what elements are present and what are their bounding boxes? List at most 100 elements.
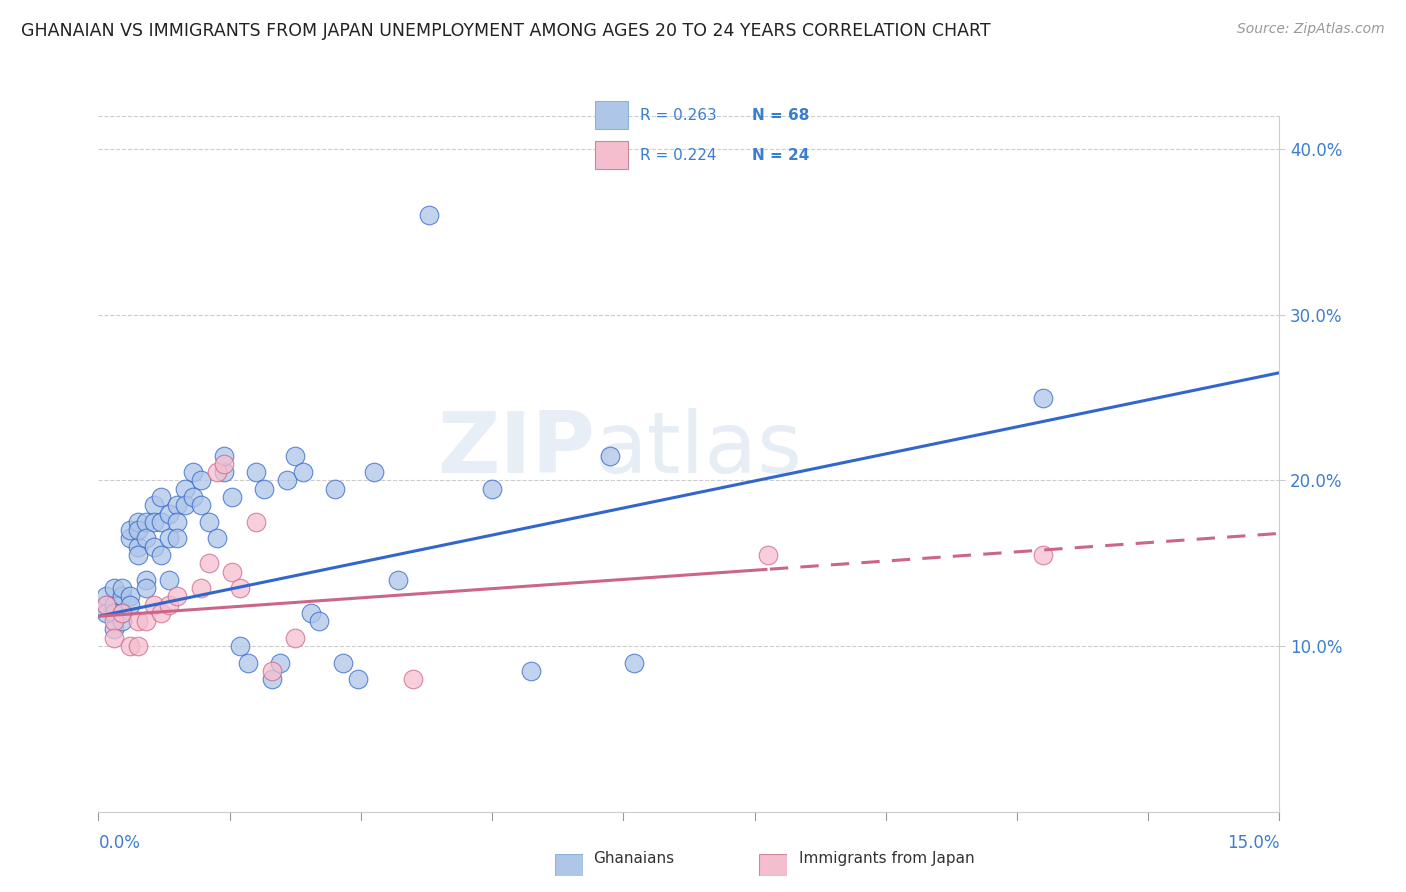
- Point: [1032, 548, 1054, 562]
- Text: R = 0.224: R = 0.224: [640, 148, 716, 162]
- Point: [323, 482, 346, 496]
- Point: [332, 656, 354, 670]
- Point: [103, 606, 125, 620]
- Point: [520, 664, 543, 678]
- Point: [197, 515, 219, 529]
- Point: [111, 606, 134, 620]
- Point: [111, 614, 134, 628]
- Point: [269, 656, 291, 670]
- Point: [190, 581, 212, 595]
- Point: [150, 548, 173, 562]
- Point: [127, 639, 149, 653]
- Text: N = 68: N = 68: [752, 108, 810, 122]
- Point: [157, 598, 180, 612]
- Text: ZIP: ZIP: [437, 409, 595, 491]
- FancyBboxPatch shape: [555, 854, 583, 876]
- Point: [127, 548, 149, 562]
- Point: [214, 449, 236, 463]
- FancyBboxPatch shape: [595, 141, 628, 169]
- Point: [142, 498, 165, 512]
- FancyBboxPatch shape: [595, 101, 628, 129]
- Point: [190, 474, 212, 488]
- Point: [157, 532, 180, 546]
- Text: Source: ZipAtlas.com: Source: ZipAtlas.com: [1237, 22, 1385, 37]
- Point: [96, 590, 118, 604]
- Point: [236, 656, 259, 670]
- Text: 15.0%: 15.0%: [1227, 834, 1279, 852]
- Point: [221, 490, 243, 504]
- Point: [197, 556, 219, 570]
- Text: N = 24: N = 24: [752, 148, 810, 162]
- Point: [292, 465, 315, 479]
- Point: [150, 490, 173, 504]
- Point: [387, 573, 409, 587]
- Point: [135, 581, 157, 595]
- Point: [166, 590, 188, 604]
- Point: [127, 540, 149, 554]
- Point: [103, 598, 125, 612]
- Point: [253, 482, 276, 496]
- Point: [103, 623, 125, 637]
- Point: [229, 581, 252, 595]
- Point: [127, 614, 149, 628]
- Point: [118, 532, 141, 546]
- Point: [96, 606, 118, 620]
- Text: atlas: atlas: [595, 409, 803, 491]
- Point: [181, 490, 204, 504]
- Point: [205, 532, 228, 546]
- Point: [190, 498, 212, 512]
- Point: [363, 465, 385, 479]
- Point: [135, 614, 157, 628]
- Point: [174, 498, 197, 512]
- Point: [103, 631, 125, 645]
- Point: [118, 590, 141, 604]
- Point: [166, 498, 188, 512]
- Point: [157, 573, 180, 587]
- Point: [118, 639, 141, 653]
- Point: [481, 482, 503, 496]
- Text: 0.0%: 0.0%: [98, 834, 141, 852]
- Point: [96, 598, 118, 612]
- FancyBboxPatch shape: [759, 854, 787, 876]
- Point: [221, 565, 243, 579]
- Point: [111, 606, 134, 620]
- Point: [284, 449, 307, 463]
- Point: [599, 449, 621, 463]
- Point: [127, 523, 149, 537]
- Text: Immigrants from Japan: Immigrants from Japan: [799, 851, 974, 865]
- Point: [103, 581, 125, 595]
- Point: [118, 598, 141, 612]
- Point: [245, 465, 267, 479]
- Text: R = 0.263: R = 0.263: [640, 108, 717, 122]
- Point: [135, 532, 157, 546]
- Point: [111, 590, 134, 604]
- Point: [276, 474, 298, 488]
- Point: [1032, 391, 1054, 405]
- Point: [299, 606, 322, 620]
- Point: [214, 465, 236, 479]
- Point: [260, 664, 283, 678]
- Point: [214, 457, 236, 471]
- Y-axis label: Unemployment Among Ages 20 to 24 years: Unemployment Among Ages 20 to 24 years: [0, 288, 7, 640]
- Point: [118, 523, 141, 537]
- Point: [229, 639, 252, 653]
- Point: [308, 614, 330, 628]
- Point: [402, 672, 425, 686]
- Point: [174, 482, 197, 496]
- Point: [150, 515, 173, 529]
- Point: [181, 465, 204, 479]
- Point: [205, 465, 228, 479]
- Point: [157, 507, 180, 521]
- Point: [103, 614, 125, 628]
- Point: [142, 598, 165, 612]
- Text: GHANAIAN VS IMMIGRANTS FROM JAPAN UNEMPLOYMENT AMONG AGES 20 TO 24 YEARS CORRELA: GHANAIAN VS IMMIGRANTS FROM JAPAN UNEMPL…: [21, 22, 991, 40]
- Point: [756, 548, 779, 562]
- Point: [96, 598, 118, 612]
- Point: [135, 573, 157, 587]
- Point: [127, 515, 149, 529]
- Point: [284, 631, 307, 645]
- Point: [623, 656, 645, 670]
- Point: [142, 515, 165, 529]
- Point: [260, 672, 283, 686]
- Point: [111, 581, 134, 595]
